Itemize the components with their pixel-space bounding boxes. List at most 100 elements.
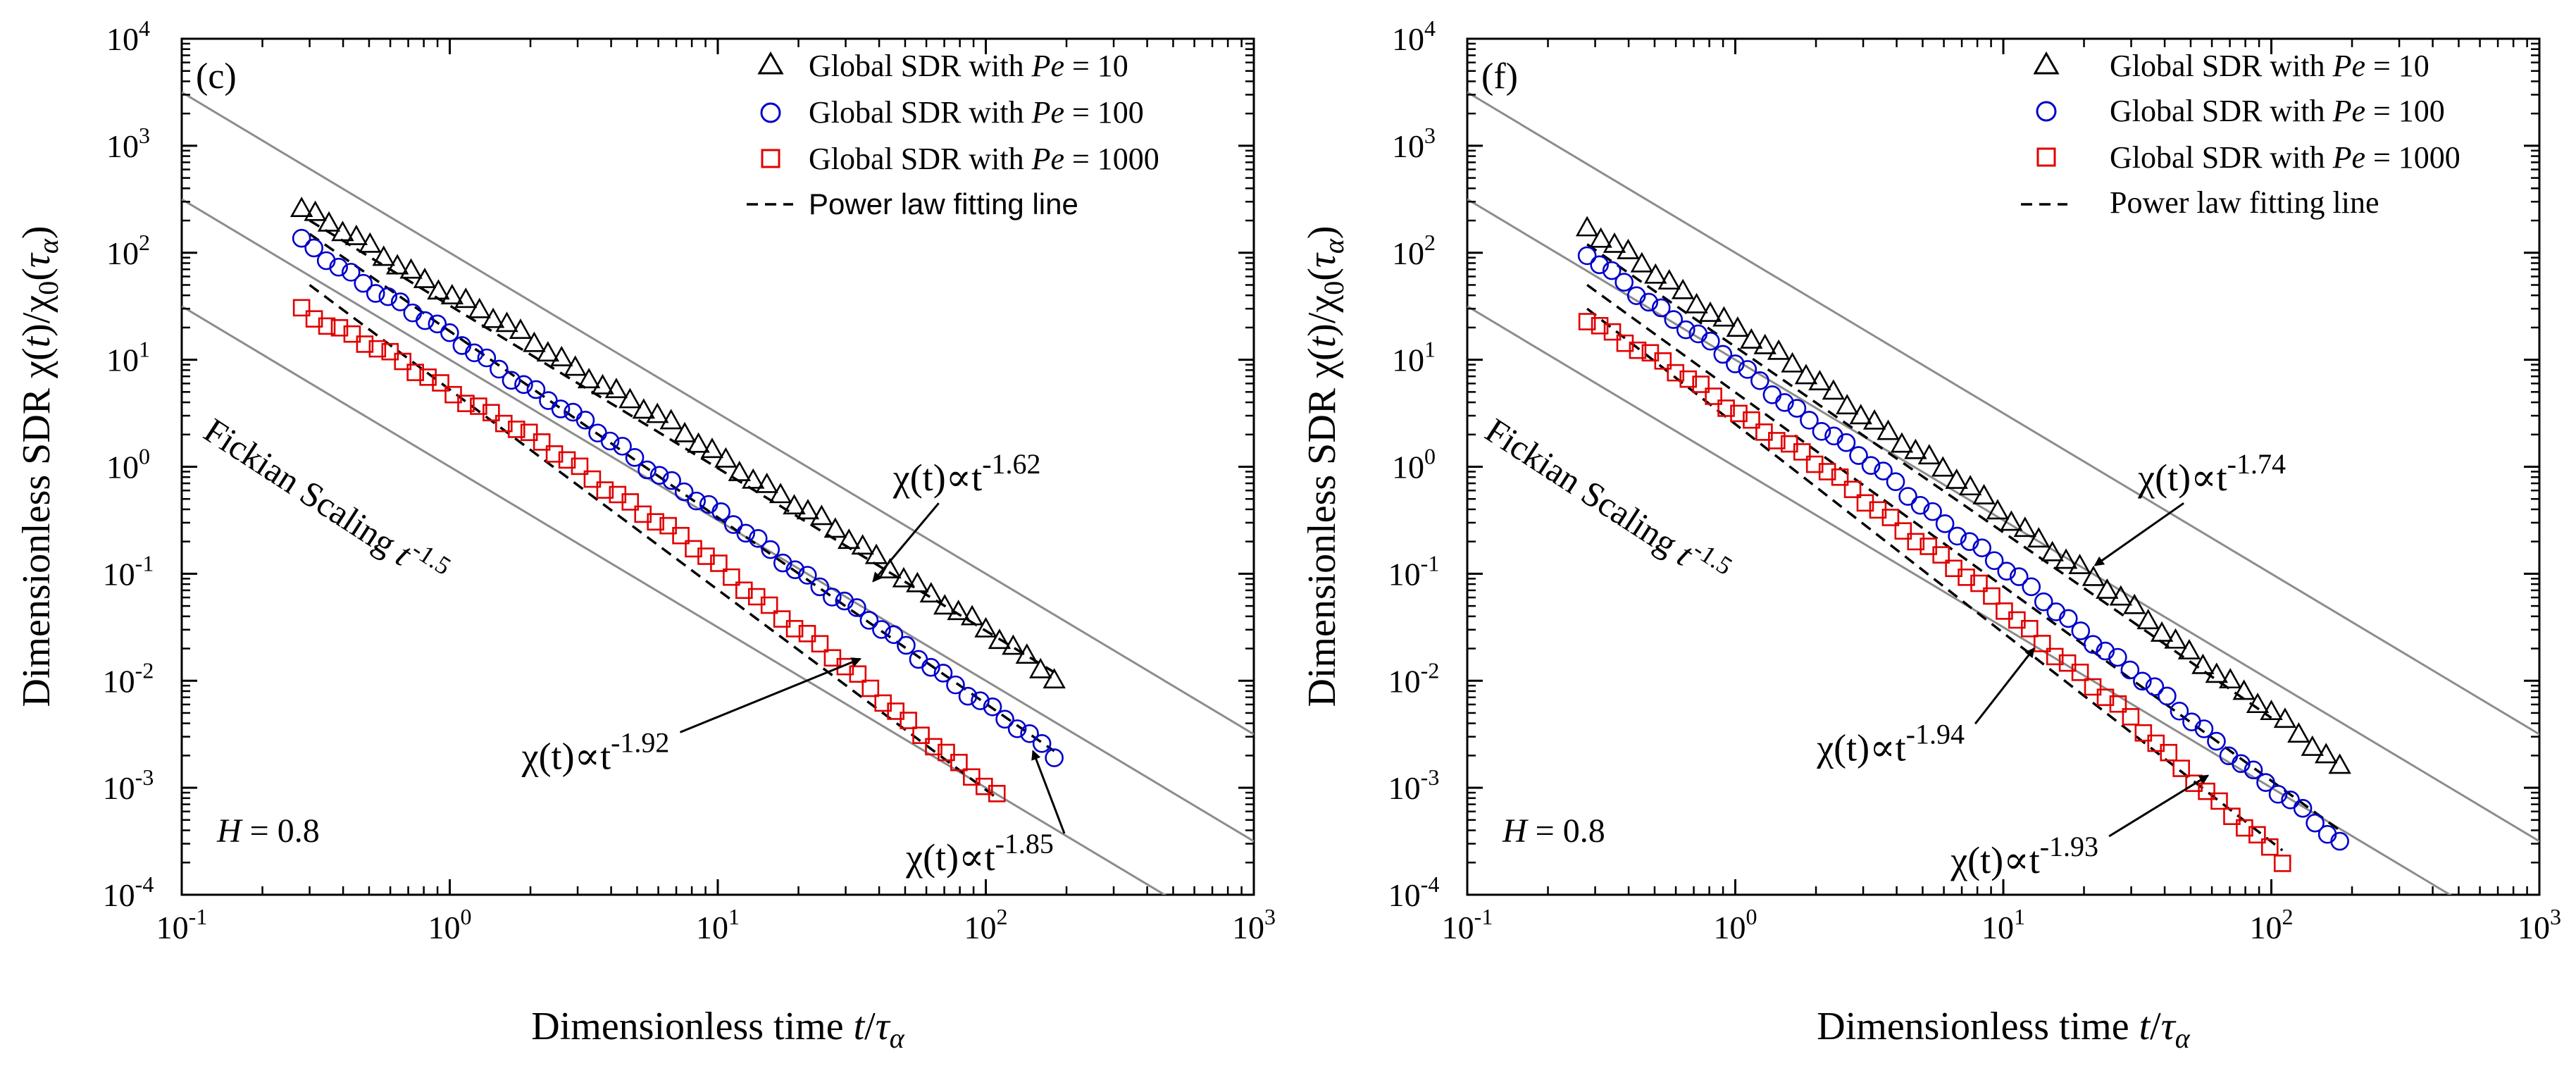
annotation-arrow: [1031, 750, 1066, 834]
marker-pe1000: [950, 754, 968, 771]
marker-pe1000: [2058, 654, 2077, 672]
marker-pe1000: [483, 404, 500, 421]
marker-pe1000: [457, 395, 475, 412]
legend-marker-pe1000: [761, 149, 780, 168]
y-axis-title: Dimensionless SDR χ(t)/χ0(τα): [1300, 225, 1350, 707]
marker-pe10: [1917, 444, 1941, 465]
marker-pe10: [2096, 578, 2119, 599]
marker-pe1000: [318, 317, 336, 335]
marker-pe10: [2027, 527, 2051, 548]
marker-pe100: [971, 691, 990, 710]
marker-pe100: [1602, 261, 1622, 280]
power-law-annotation: χ(t)∝t-1.74: [2137, 448, 2286, 499]
marker-pe100: [1713, 345, 1733, 364]
marker-pe1000: [1743, 411, 1760, 429]
marker-pe100: [1948, 526, 1967, 546]
legend-entry-pe10: Global SDR with Pe = 10: [2110, 49, 2429, 83]
marker-pe1000: [2084, 678, 2102, 696]
marker-pe100: [1972, 538, 1991, 557]
marker-pe10: [1767, 339, 1791, 360]
marker-pe1000: [406, 364, 424, 381]
marker-pe100: [292, 228, 311, 248]
marker-pe10: [2246, 693, 2270, 714]
marker-pe10: [755, 472, 778, 493]
marker-pe100: [723, 515, 743, 534]
marker-pe100: [1007, 719, 1027, 738]
marker-pe100: [490, 359, 509, 379]
legend-marker-pe10: [757, 51, 784, 75]
marker-pe100: [2244, 760, 2263, 780]
marker-pe1000: [2109, 695, 2127, 713]
marker-pe10: [344, 224, 368, 245]
marker-pe1000: [1629, 341, 1647, 359]
marker-pe100: [428, 314, 447, 334]
marker-pe1000: [444, 385, 462, 404]
annotations: χ(t)∝t-1.74 χ(t)∝t-1.94 χ(t)∝t-1.93: [1816, 448, 2286, 881]
marker-pe1000: [1793, 443, 1811, 461]
marker-pe1000: [900, 712, 917, 729]
x-tick-label: 103: [2518, 904, 2561, 945]
fickian-label: Fickian Scaling t-1.5: [197, 405, 456, 595]
marker-pe1000: [571, 457, 589, 476]
marker-pe1000: [2273, 855, 2291, 872]
marker-pe10: [1753, 333, 1777, 354]
legend-marker-pe100: [760, 102, 781, 123]
marker-pe10: [331, 221, 354, 242]
marker-pe10: [2136, 609, 2160, 630]
marker-pe10: [2177, 638, 2201, 659]
marker-pe1000: [2122, 708, 2140, 726]
y-tick-label: 103: [106, 123, 150, 164]
marker-pe10: [618, 387, 642, 409]
x-axis-title: Dimensionless time t/τα: [531, 1005, 904, 1054]
marker-pe1000: [887, 702, 904, 720]
marker-pe1000: [2248, 826, 2266, 844]
marker-pe100: [909, 650, 928, 669]
marker-pe1000: [647, 513, 664, 531]
marker-pe100: [823, 588, 842, 607]
x-tick-label: 10-1: [1442, 904, 1493, 945]
marker-pe10: [440, 284, 464, 304]
power-law-annotation: χ(t)∝t-1.85: [905, 828, 1054, 879]
marker-pe1000: [1692, 376, 1710, 393]
marker-pe10: [1862, 409, 1886, 430]
marker-pe10: [2000, 510, 2023, 531]
legend: Global SDR with Pe = 10 Global SDR with …: [2021, 49, 2460, 220]
y-tick-label: 10-3: [1388, 764, 1440, 806]
fit-lines: [309, 219, 1055, 800]
marker-pe10: [1890, 432, 1914, 453]
marker-pe10: [1657, 268, 1681, 290]
marker-pe100: [1787, 399, 1807, 418]
marker-pe1000: [2071, 664, 2089, 681]
marker-pe100: [1020, 724, 1039, 743]
legend-entry-pe1000: Global SDR with Pe = 1000: [2110, 140, 2460, 175]
marker-pe10: [2013, 516, 2037, 538]
marker-pe100: [1762, 385, 1782, 404]
marker-pe100: [1738, 360, 1757, 379]
marker-pe1000: [533, 433, 551, 451]
marker-pe1000: [2021, 619, 2039, 638]
axis-ticks: 10-1 100 101 102 103 10-4 10-3 10-2 10-1 100 101 10…: [1388, 15, 2561, 945]
marker-pe1000: [912, 726, 930, 744]
marker-pe100: [847, 598, 866, 617]
marker-pe1000: [1717, 399, 1735, 417]
marker-pe100: [2022, 577, 2041, 597]
marker-pe1000: [861, 679, 880, 697]
marker-pe10: [1972, 483, 1996, 504]
marker-pe100: [502, 371, 521, 390]
marker-pe10: [2164, 628, 2187, 649]
marker-pe1000: [394, 352, 412, 371]
marker-pe10: [536, 341, 560, 362]
marker-pe1000: [343, 325, 361, 343]
marker-pe1000: [1679, 370, 1698, 388]
marker-pe1000: [292, 299, 311, 317]
fickian-line: [182, 305, 1167, 895]
marker-pe100: [2256, 773, 2275, 792]
legend-entry-fit: Power law fitting line: [809, 187, 1078, 221]
marker-pe1000: [785, 620, 804, 638]
y-tick-label: 10-4: [1388, 872, 1440, 913]
marker-pe10: [413, 267, 437, 288]
marker-pe10: [317, 211, 341, 232]
x-axis-title: Dimensionless time t/τα: [1817, 1005, 2190, 1054]
x-tick-label: 10-1: [156, 904, 208, 945]
power-law-annotation: χ(t)∝t-1.93: [1950, 831, 2098, 881]
